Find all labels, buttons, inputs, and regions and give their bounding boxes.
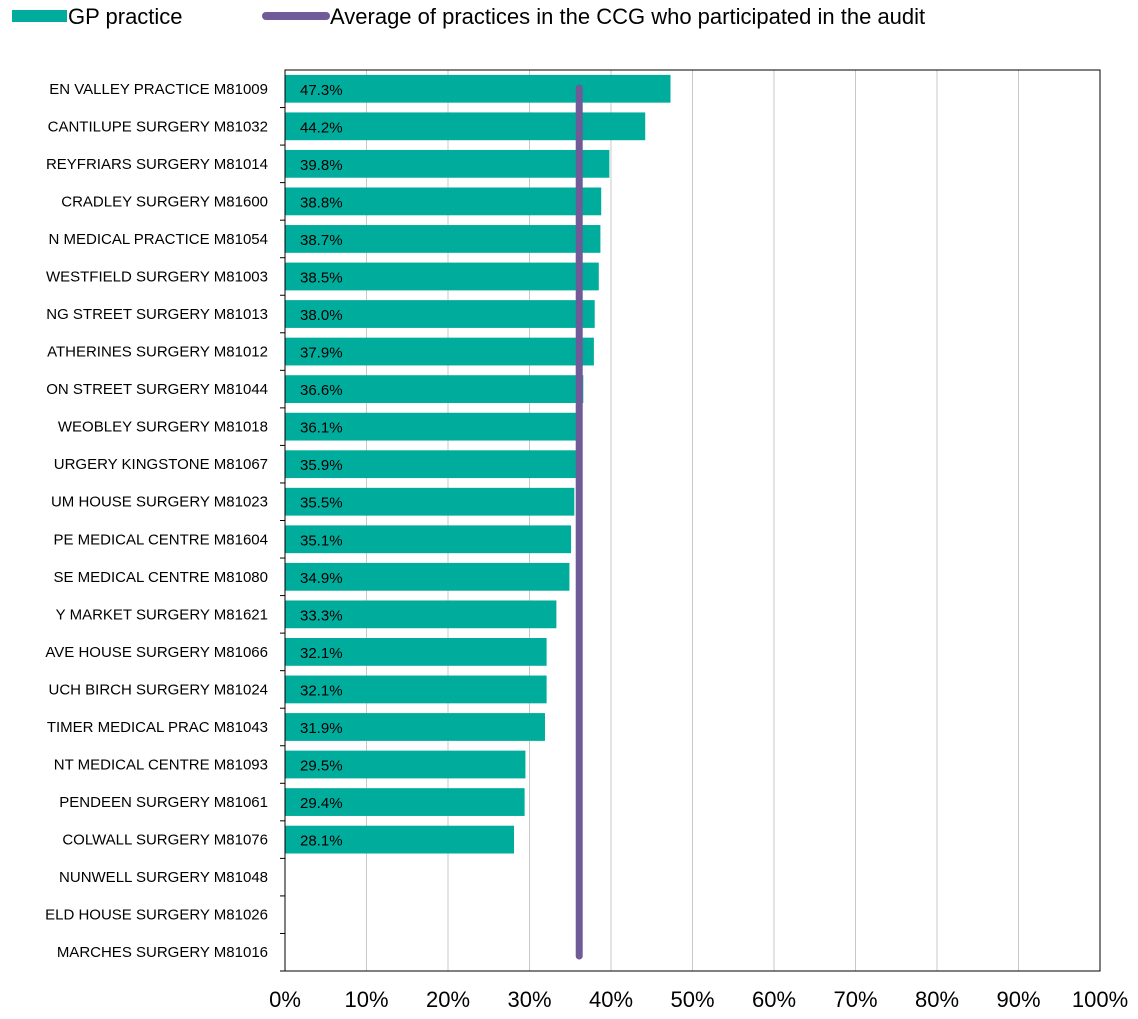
x-tick-label: 30%	[507, 987, 551, 1012]
x-tick-label: 50%	[670, 987, 714, 1012]
category-label: AVE HOUSE SURGERY M81066	[45, 644, 268, 661]
data-label: 33.3%	[300, 607, 343, 624]
bar	[285, 713, 545, 741]
bar	[285, 487, 575, 516]
category-label: NT MEDICAL CENTRE M81093	[54, 757, 268, 774]
data-label: 35.9%	[300, 457, 343, 474]
data-label: 35.5%	[300, 495, 343, 512]
data-label: 31.9%	[300, 720, 343, 737]
category-label: N MEDICAL PRACTICE M81054	[48, 231, 268, 248]
data-label: 44.2%	[300, 119, 343, 136]
legend-label-average: Average of practices in the CCG who part…	[330, 4, 925, 29]
bar	[285, 112, 646, 141]
category-labels: EN VALLEY PRACTICE M81009 CANTILUPE SURGE…	[45, 81, 285, 972]
bar	[285, 300, 595, 328]
data-label: 38.5%	[300, 269, 343, 286]
data-label: 38.0%	[300, 307, 343, 324]
data-label: 29.5%	[300, 758, 343, 775]
x-tick-label: 0%	[269, 987, 301, 1012]
data-label: 39.8%	[300, 157, 343, 174]
x-tick-label: 90%	[996, 987, 1040, 1012]
bar	[285, 375, 584, 403]
category-label: COLWALL SURGERY M81076	[62, 832, 268, 849]
gridlines	[366, 70, 1019, 971]
category-label: ON STREET SURGERY M81044	[46, 381, 268, 398]
bar	[285, 187, 602, 216]
category-label: Y MARKET SURGERY M81621	[56, 606, 268, 623]
category-label: ATHERINES SURGERY M81012	[47, 344, 268, 361]
bar	[285, 225, 601, 253]
data-label: 32.1%	[300, 682, 343, 699]
category-label: URGERY KINGSTONE M81067	[54, 456, 268, 473]
data-label: 38.7%	[300, 232, 343, 249]
category-label: TIMER MEDICAL PRAC M81043	[47, 719, 268, 736]
legend: GP practice Average of practices in the …	[12, 4, 925, 29]
legend-swatch-gp-practice	[12, 10, 67, 22]
x-tick-label: 40%	[589, 987, 633, 1012]
category-label: PENDEEN SURGERY M81061	[59, 794, 268, 811]
bar	[285, 525, 572, 554]
bar	[285, 450, 578, 479]
bar	[285, 675, 547, 704]
x-tick-label: 20%	[426, 987, 470, 1012]
x-tick-label: 10%	[344, 987, 388, 1012]
bar	[285, 412, 580, 441]
bar	[285, 600, 557, 629]
x-axis-ticks: 0% 10% 20% 30% 40% 50% 60% 70% 80% 90% 100%	[269, 987, 1128, 1012]
data-label: 35.1%	[300, 532, 343, 549]
data-label: 47.3%	[300, 82, 343, 99]
category-label: SE MEDICAL CENTRE M81080	[53, 569, 268, 586]
category-label: WEOBLEY SURGERY M81018	[58, 419, 268, 436]
legend-swatch-average	[262, 12, 330, 20]
bar	[285, 262, 599, 291]
bar	[285, 825, 515, 854]
data-label: 29.4%	[300, 795, 343, 812]
bar	[285, 562, 570, 591]
category-label: EN VALLEY PRACTICE M81009	[49, 81, 268, 98]
x-tick-label: 60%	[752, 987, 796, 1012]
legend-label-gp-practice: GP practice	[68, 4, 183, 29]
bars: 47.3% 44.2% 39.8% 38.8% 38.7% 38.5% 38.0% 37.9%…	[285, 74, 671, 854]
bar	[285, 149, 610, 178]
data-label: 34.9%	[300, 570, 343, 587]
data-label: 37.9%	[300, 345, 343, 362]
category-label: ELD HOUSE SURGERY M81026	[45, 907, 268, 924]
x-tick-label: 100%	[1072, 987, 1128, 1012]
data-label: 36.6%	[300, 382, 343, 399]
category-label: MARCHES SURGERY M81016	[57, 944, 268, 961]
category-label: NUNWELL SURGERY M81048	[59, 869, 268, 886]
category-label: REYFRIARS SURGERY M81014	[46, 156, 268, 173]
category-label: CANTILUPE SURGERY M81032	[48, 118, 268, 135]
data-label: 28.1%	[300, 833, 343, 850]
bar	[285, 74, 671, 103]
category-label: WESTFIELD SURGERY M81003	[46, 268, 268, 285]
x-tick-label: 70%	[833, 987, 877, 1012]
bar	[285, 337, 594, 366]
category-label: CRADLEY SURGERY M81600	[61, 193, 268, 210]
data-label: 32.1%	[300, 645, 343, 662]
category-label: PE MEDICAL CENTRE M81604	[53, 531, 268, 548]
category-label: NG STREET SURGERY M81013	[46, 306, 268, 323]
x-tick-label: 80%	[915, 987, 959, 1012]
category-label: UM HOUSE SURGERY M81023	[51, 494, 268, 511]
data-label: 36.1%	[300, 420, 343, 437]
category-label: UCH BIRCH SURGERY M81024	[48, 681, 268, 698]
bar	[285, 750, 526, 779]
bar	[285, 788, 525, 816]
bar	[285, 638, 547, 666]
data-label: 38.8%	[300, 194, 343, 211]
plot-area-border	[284, 69, 1101, 972]
